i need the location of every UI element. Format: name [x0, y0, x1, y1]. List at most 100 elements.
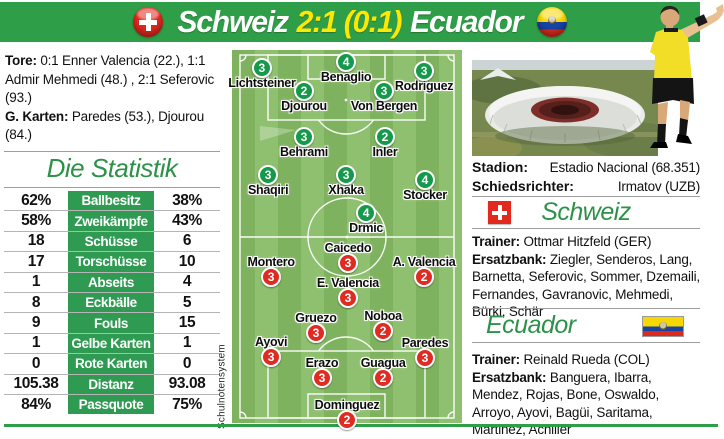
- statistics-title: Die Statistik: [4, 151, 220, 188]
- stat-home-value: 8: [31, 293, 41, 311]
- player-name: Behrami: [280, 144, 328, 159]
- player-rating-badge: 2: [414, 266, 435, 287]
- stat-label: Schüsse: [68, 231, 154, 252]
- stat-away-value: 75%: [172, 395, 202, 413]
- stat-row: 62% Ballbesitz 38%: [4, 191, 220, 211]
- stat-home-value: 84%: [21, 395, 51, 413]
- stat-away-value: 0: [182, 354, 192, 372]
- stat-label: Abseits: [68, 272, 154, 292]
- stat-home-value: 17: [27, 252, 45, 270]
- stat-label: Rote Karten: [68, 354, 154, 374]
- stat-away-value: 15: [178, 314, 196, 332]
- stat-away-value: 5: [182, 293, 192, 311]
- stat-away-value: 1: [182, 334, 192, 352]
- cards-text: Paredes (53.), Djourou (84.): [5, 108, 204, 143]
- player-rating-badge: 4: [414, 170, 435, 191]
- player-name: Von Bergen: [350, 99, 418, 114]
- stat-row: 105.38 Distanz 93.08: [4, 373, 220, 394]
- venue-info: Stadion: Estadio Nacional (68.351) Schie…: [472, 158, 700, 196]
- player-rating-badge: 4: [356, 203, 377, 223]
- home-trainer: Ottmar Hitzfeld (GER): [523, 234, 652, 249]
- bottom-rule: [4, 424, 718, 427]
- home-bench: Ziegler, Senderos, Lang, Barnetta, Sefer…: [472, 251, 700, 320]
- stat-row: 84% Passquote 75%: [4, 393, 220, 415]
- stat-label: Ballbesitz: [68, 191, 154, 211]
- stadium-value: Estadio Nacional (68.351): [549, 160, 701, 175]
- away-team-header: Ecuador: [472, 308, 700, 343]
- referee-value: Irmatov (UZB): [617, 179, 700, 194]
- away-team-name: Ecuador: [410, 4, 523, 39]
- player-rating-badge: 3: [337, 252, 358, 273]
- stat-row: 18 Schüsse 6: [4, 230, 220, 252]
- cards-label: G. Karten:: [5, 108, 69, 124]
- away-trainer: Reinald Rueda (COL): [523, 352, 650, 367]
- stat-home-value: 0: [31, 354, 41, 372]
- rating-system-note: Schulnotensystem: [216, 344, 228, 429]
- player-rating-badge: 3: [305, 323, 326, 344]
- player-rating-badge: 3: [311, 367, 332, 388]
- player-name: E. Valencia: [316, 276, 379, 291]
- cards-summary: G. Karten: Paredes (53.), Djourou (84.): [5, 108, 223, 145]
- away-bench-label: Ersatzbank:: [472, 369, 547, 385]
- player-name: Dominguez: [314, 398, 380, 413]
- player-rating-badge: 3: [414, 60, 435, 81]
- statistics-rows: 62% Ballbesitz 38% 58% Zweikämpfe 43% 18 Schüss…: [4, 191, 220, 415]
- player-rating-badge: 3: [337, 288, 358, 309]
- player-rating-badge: 2: [373, 320, 394, 341]
- stat-label: Passquote: [68, 394, 154, 415]
- swiss-flag-icon: [133, 7, 164, 37]
- player-name: Paredes: [401, 335, 449, 350]
- player-rating-badge: 3: [374, 81, 395, 102]
- player-name: Ayovi: [255, 334, 288, 349]
- goals-summary: Tore: 0:1 Enner Valencia (22.), 1:1 Admi…: [5, 52, 223, 108]
- away-bench: Banguera, Ibarra, Mendez, Rojas, Bone, O…: [472, 369, 660, 438]
- player-rating-badge: 2: [373, 367, 394, 388]
- player-rating-badge: 4: [336, 51, 357, 72]
- ecuador-flag-icon: [536, 7, 567, 37]
- match-title: Schweiz 2:1 (0:1) Ecuador: [178, 4, 524, 40]
- player-name: Inler: [372, 144, 398, 159]
- match-score: 2:1 (0:1): [296, 4, 403, 39]
- player-rating-badge: 3: [258, 164, 279, 185]
- stadium-label: Stadion:: [472, 159, 528, 175]
- ecuador-flag-rect-icon: [642, 316, 684, 337]
- stat-home-value: 9: [31, 314, 41, 332]
- stat-label: Gelbe Karten: [68, 333, 154, 354]
- stat-home-value: 1: [31, 334, 41, 352]
- stat-home-value: 18: [27, 232, 45, 250]
- stat-row: 17 Torschüsse 10: [4, 251, 220, 272]
- player-name: Benaglio: [320, 69, 372, 84]
- stat-label: Distanz: [68, 374, 154, 394]
- referee-label: Schiedsrichter:: [472, 178, 574, 194]
- header-bar: Schweiz 2:1 (0:1) Ecuador: [0, 2, 700, 42]
- stat-row: 8 Eckbälle 5: [4, 291, 220, 313]
- player-name: Djourou: [281, 99, 327, 114]
- player-rating-badge: 3: [261, 266, 282, 287]
- player-rating-badge: 2: [374, 126, 395, 147]
- stat-row: 9 Fouls 15: [4, 312, 220, 333]
- away-team-section-title: Ecuador: [486, 311, 576, 339]
- player-rating-badge: 2: [337, 410, 357, 431]
- player-name: Rodriguez: [394, 78, 454, 93]
- away-team-details: Trainer: Reinald Rueda (COL) Ersatzbank:…: [472, 351, 702, 439]
- player-name: Xhaka: [328, 182, 364, 197]
- statistics-panel: Die Statistik 62% Ballbesitz 38% 58% Zweikäm…: [4, 151, 220, 415]
- player-name: Gruezo: [295, 311, 337, 326]
- goals-label: Tore:: [5, 53, 37, 68]
- match-summary: Tore: 0:1 Enner Valencia (22.), 1:1 Admi…: [5, 52, 223, 145]
- referee-photo: [650, 4, 724, 148]
- stat-away-value: 10: [178, 252, 196, 270]
- player-rating-badge: 3: [251, 57, 272, 78]
- stat-away-value: 43%: [172, 212, 202, 230]
- player-rating-badge: 3: [261, 346, 282, 367]
- stadium-row: Stadion: Estadio Nacional (68.351): [472, 158, 700, 177]
- player-name: Guagua: [360, 355, 406, 370]
- stat-label: Eckbälle: [68, 292, 154, 313]
- player-name: A. Valencia: [392, 254, 456, 269]
- stat-away-value: 4: [182, 273, 192, 291]
- goals-text: 0:1 Enner Valencia (22.), 1:1 Admir Mehm…: [5, 53, 215, 105]
- home-team-header: Schweiz: [472, 196, 700, 229]
- stat-label: Zweikämpfe: [68, 211, 154, 231]
- player-name: Stocker: [403, 188, 447, 203]
- player-name: Montero: [247, 254, 295, 269]
